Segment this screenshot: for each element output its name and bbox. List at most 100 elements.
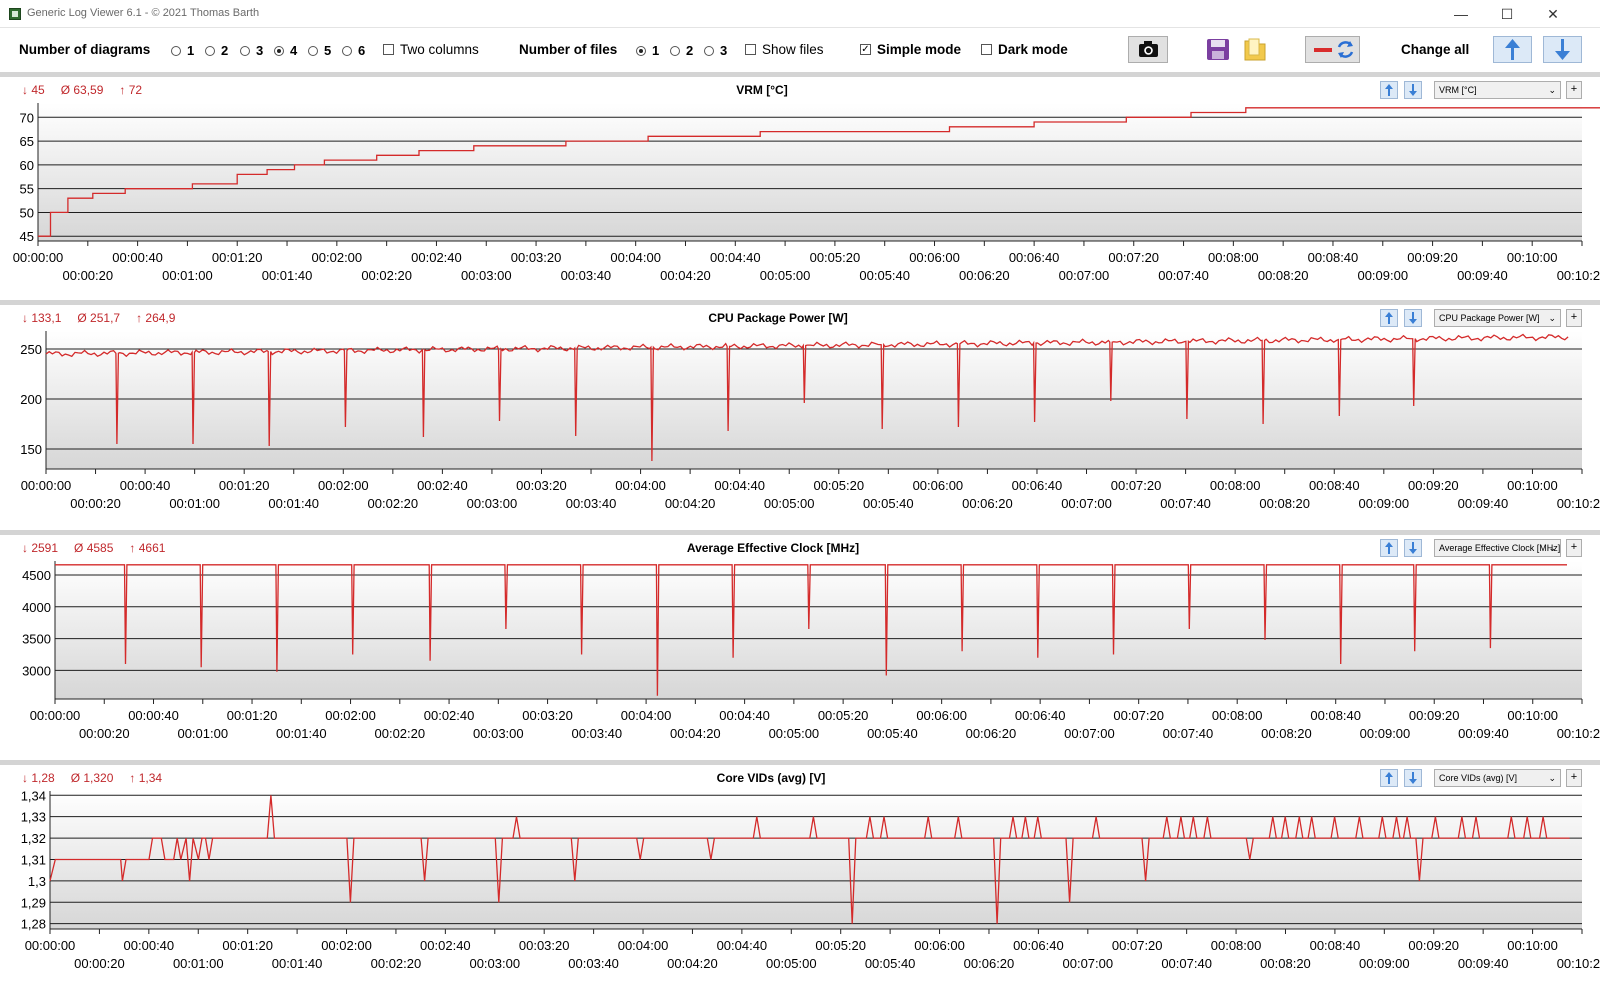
y-tick-label: 1,33: [21, 810, 46, 825]
number-of-diagrams-label: Number of diagrams: [19, 42, 151, 57]
diagrams-radio-4[interactable]: 4: [274, 43, 297, 58]
x-tick-label: 00:01:00: [162, 268, 213, 283]
files-radio-3[interactable]: 3: [704, 43, 727, 58]
y-tick-label: 65: [20, 134, 34, 149]
x-tick-label: 00:07:40: [1160, 496, 1211, 511]
remove-refresh-button[interactable]: [1305, 36, 1360, 63]
series-select[interactable]: Core VIDs (avg) [V] ⌄: [1434, 769, 1561, 787]
x-tick-label: 00:00:40: [124, 938, 175, 953]
diagrams-radio-2[interactable]: 2: [205, 43, 228, 58]
x-tick-label: 00:07:20: [1111, 478, 1162, 493]
add-series-button[interactable]: +: [1566, 539, 1582, 557]
diagram-panel-cpu-power: ↓ 133,1 Ø 251,7 ↑ 264,9 CPU Package Power …: [0, 300, 1600, 530]
number-of-files-label: Number of files: [519, 42, 618, 57]
radio-dot: [636, 45, 646, 56]
x-tick-label: 00:05:20: [818, 708, 869, 723]
diagrams-radio-5[interactable]: 5: [308, 43, 331, 58]
close-button[interactable]: ✕: [1547, 6, 1559, 22]
diagrams-radio-6[interactable]: 6: [342, 43, 365, 58]
add-series-button[interactable]: +: [1566, 81, 1582, 99]
x-tick-label: 00:07:00: [1059, 268, 1110, 283]
x-tick-label: 00:05:20: [815, 938, 866, 953]
simple-mode-checkbox[interactable]: ✓ Simple mode: [860, 42, 962, 57]
stat-min: ↓ 133,1: [22, 311, 62, 325]
arrow-down-icon: [1409, 312, 1417, 324]
x-tick-label: 00:00:20: [63, 268, 114, 283]
x-tick-label: 00:05:40: [865, 956, 916, 971]
x-tick-label: 00:02:40: [417, 478, 468, 493]
x-tick-label: 00:07:20: [1112, 938, 1163, 953]
x-tick-label: 00:10:20: [1557, 956, 1600, 971]
x-tick-label: 00:04:40: [719, 708, 770, 723]
plot-area: [55, 561, 1582, 699]
checkbox-box: [383, 44, 394, 55]
x-tick-label: 00:09:20: [1409, 708, 1460, 723]
open-folder-button[interactable]: [1241, 36, 1269, 63]
radio-dot: [205, 45, 215, 56]
files-radio-2[interactable]: 2: [670, 43, 693, 58]
x-tick-label: 00:03:40: [561, 268, 612, 283]
save-icon: [1207, 39, 1229, 60]
x-tick-label: 00:05:00: [764, 496, 815, 511]
change-all-down-button[interactable]: [1543, 36, 1582, 63]
panel-down-button[interactable]: [1404, 309, 1422, 327]
stat-avg: Ø 63,59: [60, 83, 104, 97]
files-radio-1[interactable]: 1: [636, 43, 659, 58]
panel-up-button[interactable]: [1380, 81, 1398, 99]
x-tick-label: 00:07:00: [1063, 956, 1114, 971]
chevron-down-icon: ⌄: [1548, 543, 1556, 553]
x-tick-label: 00:02:40: [424, 708, 475, 723]
panel-down-button[interactable]: [1404, 81, 1422, 99]
x-tick-label: 00:02:20: [361, 268, 412, 283]
x-tick-label: 00:06:20: [962, 496, 1013, 511]
x-tick-label: 00:05:20: [813, 478, 864, 493]
maximize-button[interactable]: ☐: [1500, 6, 1514, 22]
x-tick-label: 00:07:40: [1163, 726, 1214, 741]
panel-down-button[interactable]: [1404, 769, 1422, 787]
x-tick-label: 00:06:00: [916, 708, 967, 723]
radio-dot: [240, 45, 250, 56]
series-select[interactable]: CPU Package Power [W] ⌄: [1434, 309, 1561, 327]
panel-up-button[interactable]: [1380, 309, 1398, 327]
diagram-title: Core VIDs (avg) [V]: [716, 771, 826, 785]
x-tick-label: 00:08:40: [1310, 938, 1361, 953]
title-bar: Generic Log Viewer 6.1 - © 2021 Thomas B…: [0, 0, 1600, 28]
series-select[interactable]: Average Effective Clock [MHz] ⌄: [1434, 539, 1561, 557]
show-files-checkbox[interactable]: Show files: [745, 42, 824, 57]
arrow-up-icon: [1385, 772, 1393, 784]
change-all-up-button[interactable]: [1493, 36, 1532, 63]
x-tick-label: 00:05:00: [760, 268, 811, 283]
x-tick-label: 00:08:20: [1260, 956, 1311, 971]
save-button[interactable]: [1204, 36, 1232, 63]
radio-dot: [171, 45, 181, 56]
panel-up-button[interactable]: [1380, 769, 1398, 787]
x-tick-label: 00:05:00: [769, 726, 820, 741]
dark-mode-checkbox[interactable]: Dark mode: [981, 42, 1068, 57]
toolbar: Number of diagrams 1 2 3 4 5 6 Two colum…: [0, 28, 1600, 72]
add-series-button[interactable]: +: [1566, 309, 1582, 327]
x-tick-label: 00:09:00: [1357, 268, 1408, 283]
minimize-button[interactable]: —: [1454, 6, 1468, 22]
chart-plot: 3000 3500 4000 4500 00:00:00 00:00:20 00:00:40…: [22, 561, 1600, 741]
two-columns-checkbox[interactable]: Two columns: [383, 42, 479, 57]
panel-down-button[interactable]: [1404, 539, 1422, 557]
x-tick-label: 00:01:40: [262, 268, 313, 283]
diagrams-radio-1[interactable]: 1: [171, 43, 194, 58]
y-tick-label: 200: [20, 392, 42, 407]
panel-up-button[interactable]: [1380, 539, 1398, 557]
stat-max: ↑ 264,9: [136, 311, 176, 325]
series-select[interactable]: VRM [°C] ⌄: [1434, 81, 1561, 99]
x-tick-label: 00:00:40: [128, 708, 179, 723]
x-tick-label: 00:10:00: [1507, 708, 1558, 723]
x-tick-label: 00:02:00: [312, 250, 363, 265]
diagrams-radio-3[interactable]: 3: [240, 43, 263, 58]
x-tick-label: 00:06:40: [1009, 250, 1060, 265]
x-tick-label: 00:06:20: [966, 726, 1017, 741]
chart-plot: 1,28 1,29 1,3 1,31 1,32 1,33 1,34 00:00:00 00:00…: [21, 789, 1600, 971]
screenshot-button[interactable]: [1128, 36, 1168, 63]
add-series-button[interactable]: +: [1566, 769, 1582, 787]
checkbox-box: [981, 44, 992, 55]
camera-icon: [1139, 41, 1158, 57]
x-tick-label: 00:07:40: [1161, 956, 1212, 971]
x-tick-label: 00:08:40: [1308, 250, 1359, 265]
